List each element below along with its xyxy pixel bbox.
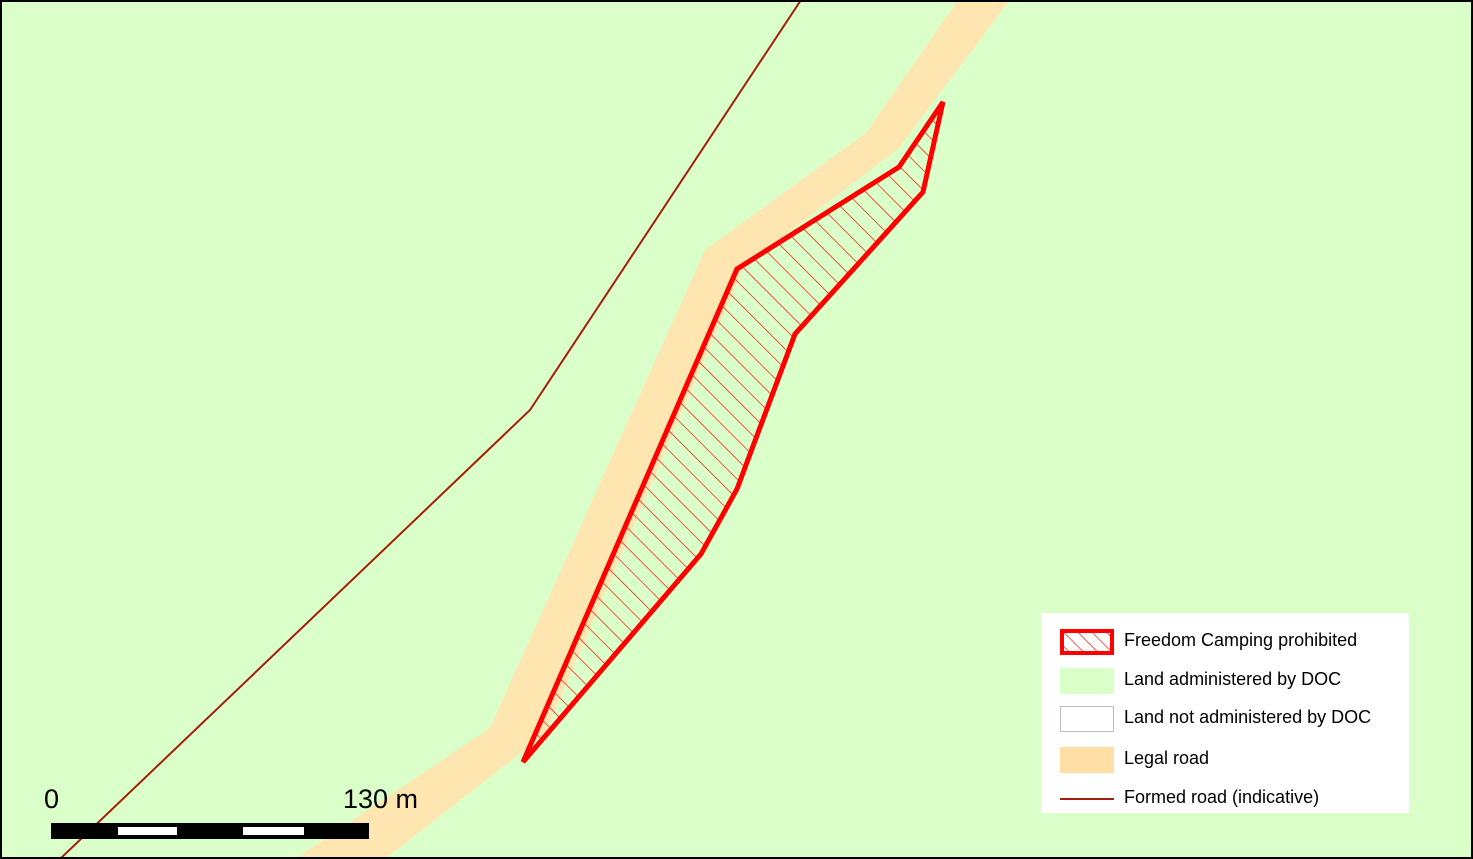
legend-label: Land administered by DOC	[1124, 669, 1342, 689]
legal-road-swatch-icon	[1060, 747, 1114, 773]
legend-item-legal-road: Legal road	[1041, 745, 1409, 775]
legend-label: Legal road	[1124, 748, 1210, 768]
map-legend: Freedom Camping prohibited Land administ…	[1041, 613, 1409, 813]
legal-road-area	[295, 0, 1010, 859]
legend-label: Land not administered by DOC	[1124, 707, 1372, 727]
legend-item-freedom-camping-prohibited: Freedom Camping prohibited	[1041, 627, 1409, 657]
scale-bar	[51, 823, 369, 839]
doc-land-swatch-icon	[1060, 668, 1114, 694]
legend-item-non-doc-land: Land not administered by DOC	[1041, 704, 1409, 734]
scale-start-label: 0	[44, 784, 60, 814]
scale-end-label: 130 m	[343, 784, 419, 814]
non-doc-land-swatch-icon	[1060, 706, 1114, 732]
legend-label: Formed road (indicative)	[1124, 787, 1320, 807]
hatched-polygon-swatch-icon	[1060, 629, 1114, 655]
legend-label: Freedom Camping prohibited	[1124, 630, 1358, 650]
formed-road-line	[59, 0, 802, 859]
freedom-camping-prohibited-zone[interactable]	[520, 100, 946, 764]
legend-item-formed-road: Formed road (indicative)	[1041, 784, 1409, 814]
formed-road-line-icon	[1060, 798, 1114, 800]
legend-item-doc-land: Land administered by DOC	[1041, 666, 1409, 696]
